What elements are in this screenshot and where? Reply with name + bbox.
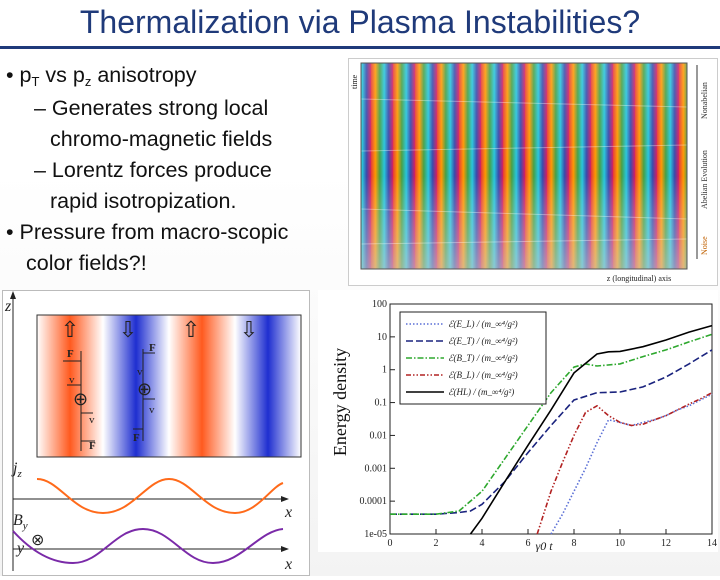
y-tick-label: 100 (372, 299, 387, 310)
x-tick-label: 6 (526, 538, 531, 549)
phase-label-abelian: Abelian Evolution (700, 150, 709, 209)
current-band-down-2 (235, 315, 301, 457)
title-rule (0, 46, 720, 49)
x-axis-label: γ0 t (535, 539, 553, 552)
bullet-3-line-1: – Lorentz forces produce (34, 158, 272, 182)
x-tick-label: 8 (572, 538, 577, 549)
y-tick-label: 10 (377, 332, 387, 343)
x-tick-label: 14 (707, 538, 717, 549)
x-tick-label: 10 (615, 538, 625, 549)
x-axis-label-2: x (284, 556, 292, 573)
y-tick-label: 0.0001 (360, 496, 388, 507)
charge-plus-icon: ⊕ (137, 379, 152, 399)
by-label: By (13, 512, 28, 532)
bullet-2-line-1: – Generates strong local (34, 96, 269, 120)
series-line-3 (536, 391, 713, 535)
force-label: F (149, 342, 156, 354)
x-tick-label: 12 (661, 538, 671, 549)
arrow-down-icon: ⇩ (119, 317, 137, 342)
current-band-up-1 (37, 315, 103, 457)
x-tick-label: 2 (434, 538, 439, 549)
legend-label-3: ℰ(B_L) / (m_∞⁴/g²) (448, 370, 518, 380)
series-line-2 (390, 333, 713, 515)
bullet-4-line-1: • Pressure from macro-scopic (6, 220, 289, 244)
force-label: F (133, 432, 140, 444)
bullet-3-line-2: rapid isotropization. (50, 189, 237, 213)
bullet-1: • pT vs pz anisotropy (6, 63, 197, 89)
by-curve (12, 527, 284, 565)
y-tick-label: 0.1 (375, 398, 388, 409)
y-tick-label: 1 (382, 365, 387, 376)
y-tick-label: 1e-05 (364, 529, 387, 540)
legend-label-1: ℰ(E_T) / (m_∞⁴/g²) (448, 336, 518, 346)
series-line-1 (390, 349, 713, 515)
arrow-down-icon: ⇩ (240, 317, 258, 342)
x-tick-label: 0 (388, 538, 393, 549)
legend-label-2: ℰ(B_T) / (m_∞⁴/g²) (448, 353, 518, 363)
bullet-2-line-2: chromo-magnetic fields (50, 127, 273, 151)
series-line-4 (469, 324, 713, 535)
bullet-4-line-2: color fields?! (26, 251, 147, 275)
velocity-label: v (149, 404, 155, 416)
phase-label-noise: Noise (700, 236, 709, 255)
into-page-icon: ⊗ (31, 532, 44, 549)
force-label: F (89, 440, 96, 452)
y-tick-label: 0.01 (370, 430, 388, 441)
y-tick-label: 0.001 (365, 463, 388, 474)
velocity-label: v (69, 374, 75, 386)
velocity-label: v (89, 414, 95, 426)
phase-label-nonabelian: Nonabelian (700, 82, 709, 119)
legend-label-0: ℰ(E_L) / (m_∞⁴/g²) (448, 319, 518, 329)
sim-time-label: time (350, 74, 359, 89)
instability-diagram: z ⇧ ⇩ ⇧ ⇩ F v ⊕ v F F v ⊕ v F (2, 290, 310, 576)
y-axis-label: Energy density (330, 348, 350, 456)
current-band-down-1 (103, 315, 169, 457)
current-band-up-2 (169, 315, 235, 457)
legend-label-4: ℰ(HL) / (m_∞⁴/g²) (448, 387, 514, 397)
diag-z-axis-label: z (4, 298, 12, 315)
charge-plus-icon: ⊕ (73, 389, 88, 409)
jz-curve (36, 477, 284, 515)
bullet-list: • pT vs pz anisotropy – Generates strong… (6, 60, 346, 279)
simulation-image: time z (longitudinal) axis Nonabelian Ab… (348, 58, 718, 286)
velocity-label: v (137, 366, 143, 378)
energy-density-plot: Energy density 0 2 4 6 8 10 12 14 100 10 1 0.1 0.01 0… (318, 290, 718, 553)
jz-label: jz (11, 460, 22, 480)
x-axis-label-1: x (284, 504, 292, 521)
force-label: F (67, 348, 74, 360)
sim-z-label: z (longitudinal) axis (607, 274, 671, 283)
arrow-up-icon: ⇧ (182, 317, 200, 342)
legend-box (399, 311, 547, 405)
slide-title: Thermalization via Plasma Instabilities? (79, 4, 641, 40)
x-tick-label: 4 (480, 538, 485, 549)
arrow-up-icon: ⇧ (61, 317, 79, 342)
